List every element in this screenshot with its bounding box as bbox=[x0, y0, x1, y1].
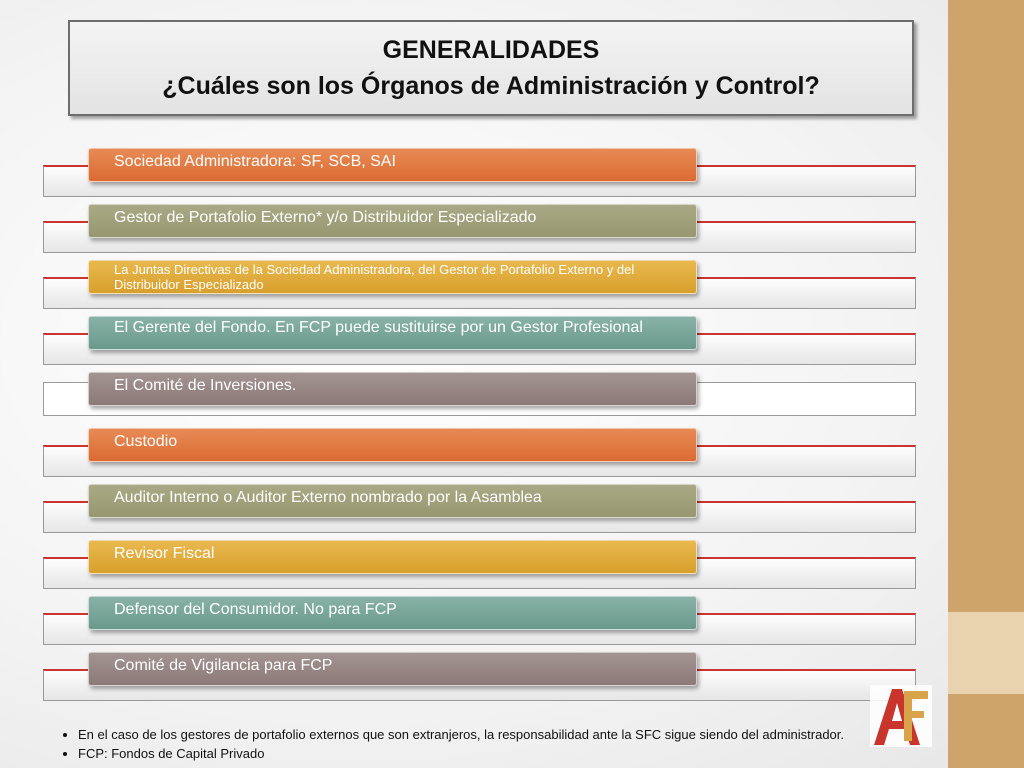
list-item-label: El Comité de Inversiones. bbox=[88, 372, 697, 406]
title-line-2: ¿Cuáles son los Órganos de Administració… bbox=[162, 72, 820, 100]
side-band-accent bbox=[948, 612, 1024, 694]
list-item-label: Gestor de Portafolio Externo* y/o Distri… bbox=[88, 204, 697, 238]
list-item: Comité de Vigilancia para FCP bbox=[0, 652, 948, 702]
list-item-label: Revisor Fiscal bbox=[88, 540, 697, 574]
footnotes: En el caso de los gestores de portafolio… bbox=[58, 725, 1008, 763]
title-box: GENERALIDADES ¿Cuáles son los Órganos de… bbox=[68, 20, 914, 116]
list-item-label: La Juntas Directivas de la Sociedad Admi… bbox=[88, 260, 697, 294]
footnote-2: FCP: Fondos de Capital Privado bbox=[78, 744, 1008, 763]
list-item: Sociedad Administradora: SF, SCB, SAI bbox=[0, 148, 948, 198]
list-item: El Comité de Inversiones. bbox=[0, 372, 948, 422]
list-item-label: El Gerente del Fondo. En FCP puede susti… bbox=[88, 316, 697, 350]
list-item: Auditor Interno o Auditor Externo nombra… bbox=[0, 484, 948, 534]
title-line-1: GENERALIDADES bbox=[382, 36, 600, 64]
list-item: Custodio bbox=[0, 428, 948, 478]
list-item-label: Comité de Vigilancia para FCP bbox=[88, 652, 697, 686]
af-logo-icon bbox=[868, 683, 934, 749]
list-item-label: Sociedad Administradora: SF, SCB, SAI bbox=[88, 148, 697, 182]
footnote-1: En el caso de los gestores de portafolio… bbox=[78, 725, 1008, 744]
list-item: Revisor Fiscal bbox=[0, 540, 948, 590]
list-item: Defensor del Consumidor. No para FCP bbox=[0, 596, 948, 646]
list-item-label: Auditor Interno o Auditor Externo nombra… bbox=[88, 484, 697, 518]
list-item-label: Custodio bbox=[88, 428, 697, 462]
list-item: Gestor de Portafolio Externo* y/o Distri… bbox=[0, 204, 948, 254]
list-item-label: Defensor del Consumidor. No para FCP bbox=[88, 596, 697, 630]
list-item: La Juntas Directivas de la Sociedad Admi… bbox=[0, 260, 948, 310]
list-item: El Gerente del Fondo. En FCP puede susti… bbox=[0, 316, 948, 366]
